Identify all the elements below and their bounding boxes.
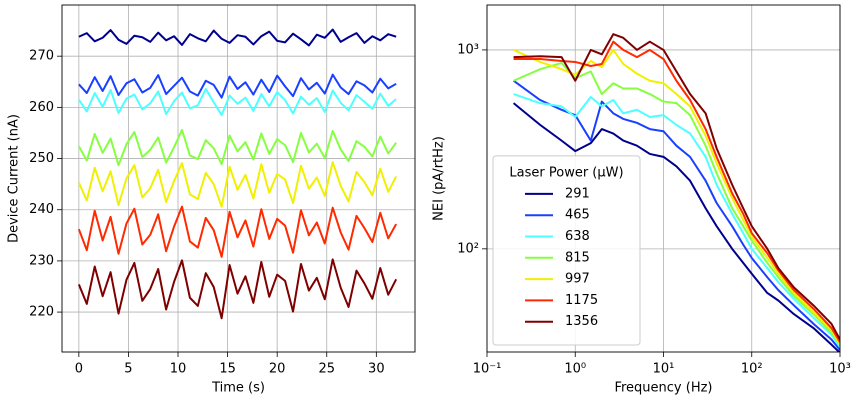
legend-label: 1175 <box>565 293 598 308</box>
x-tick-label: 10² <box>741 362 763 377</box>
series-line <box>77 161 398 208</box>
y-tick-label: 10³ <box>457 42 479 57</box>
x-tick-label: 15 <box>219 362 236 377</box>
legend-label: 997 <box>565 272 590 287</box>
legend-label: 815 <box>565 250 590 265</box>
x-axis-label: Frequency (Hz) <box>614 381 712 396</box>
series-line <box>512 102 840 352</box>
x-tick-label: 10³ <box>829 362 851 377</box>
y-tick-label: 10² <box>457 241 479 256</box>
legend-label: 465 <box>565 208 590 223</box>
y-tick-label: 240 <box>29 202 54 217</box>
x-tick-label: 5 <box>124 362 132 377</box>
legend-label: 1356 <box>565 314 598 329</box>
series-line <box>77 128 397 167</box>
y-axis-label: Device Current (nA) <box>7 114 22 243</box>
series-line <box>513 33 840 341</box>
series-line <box>513 40 840 343</box>
x-tick-label: 10 <box>170 362 187 377</box>
x-tick-label: 30 <box>368 362 385 377</box>
y-tick-label: 270 <box>29 49 54 64</box>
series-line <box>513 48 840 346</box>
x-tick-label: 20 <box>269 362 286 377</box>
series-line <box>78 28 397 47</box>
x-tick-label: 25 <box>318 362 335 377</box>
y-tick-label: 260 <box>29 100 54 115</box>
legend-title: Laser Power (μW) <box>509 165 623 180</box>
y-tick-label: 250 <box>29 151 54 166</box>
x-tick-label: 10⁻¹ <box>473 362 502 377</box>
x-tick-label: 10¹ <box>653 362 675 377</box>
legend-label: 291 <box>565 186 590 201</box>
series-line <box>78 87 397 117</box>
series-line <box>77 258 398 320</box>
series-line <box>77 205 398 258</box>
x-tick-label: 0 <box>75 362 83 377</box>
y-tick-label: 230 <box>29 253 54 268</box>
series-line <box>512 79 840 351</box>
x-axis-label: Time (s) <box>211 381 265 396</box>
y-axis-label: NEI (pA/rtHz) <box>432 136 447 221</box>
legend-box <box>492 155 641 346</box>
series-line <box>513 93 840 348</box>
plot-frame <box>61 4 416 353</box>
x-tick-label: 10⁰ <box>564 362 586 377</box>
y-tick-label: 220 <box>29 305 54 320</box>
series-line <box>513 61 840 346</box>
series-line <box>78 73 397 99</box>
plot-frame <box>486 4 841 353</box>
legend-label: 638 <box>565 229 590 244</box>
